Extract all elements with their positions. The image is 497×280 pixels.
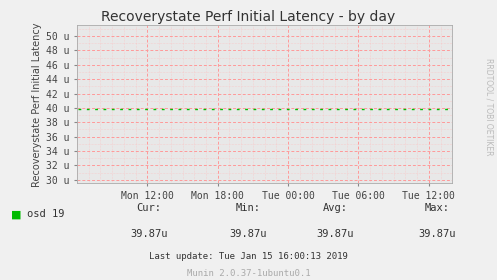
Text: Last update: Tue Jan 15 16:00:13 2019: Last update: Tue Jan 15 16:00:13 2019 bbox=[149, 252, 348, 261]
Text: Avg:: Avg: bbox=[323, 203, 348, 213]
Y-axis label: Recoverystate Perf Initial Latency: Recoverystate Perf Initial Latency bbox=[32, 22, 42, 186]
Text: osd 19: osd 19 bbox=[27, 209, 65, 219]
Text: 39.87u: 39.87u bbox=[130, 228, 168, 239]
Text: 39.87u: 39.87u bbox=[317, 228, 354, 239]
Text: 39.87u: 39.87u bbox=[230, 228, 267, 239]
Text: ■: ■ bbox=[11, 209, 21, 219]
Text: Recoverystate Perf Initial Latency - by day: Recoverystate Perf Initial Latency - by … bbox=[101, 10, 396, 24]
Text: Cur:: Cur: bbox=[137, 203, 162, 213]
Text: Min:: Min: bbox=[236, 203, 261, 213]
Text: 39.87u: 39.87u bbox=[418, 228, 456, 239]
Text: Munin 2.0.37-1ubuntu0.1: Munin 2.0.37-1ubuntu0.1 bbox=[187, 269, 310, 278]
Text: RRDTOOL / TOBI OETIKER: RRDTOOL / TOBI OETIKER bbox=[485, 58, 494, 155]
Text: Max:: Max: bbox=[425, 203, 450, 213]
